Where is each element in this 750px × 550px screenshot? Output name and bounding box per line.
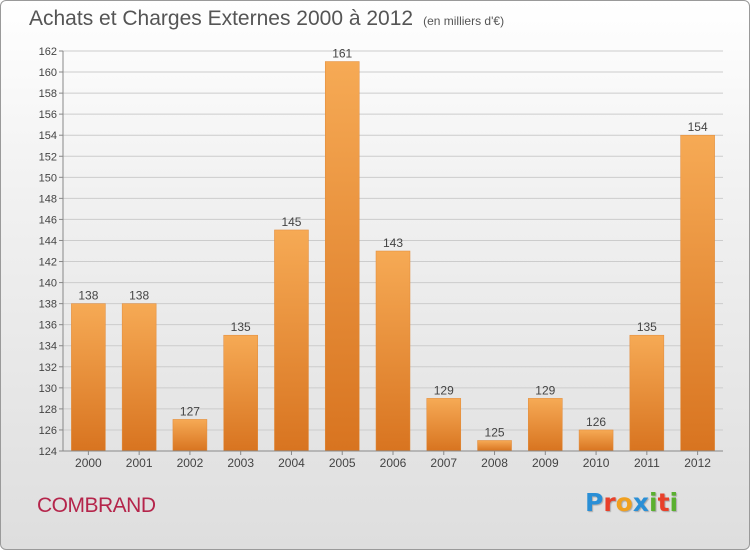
bar-2003 [223,334,258,452]
data-label-2000: 138 [78,289,98,303]
bar-2008 [477,440,512,452]
y-tick-label: 152 [39,151,57,163]
logo-letter: i [669,488,679,517]
unit-note: (en milliers d'€) [423,14,505,28]
data-label-2008: 125 [485,425,505,439]
x-tick-label-2002: 2002 [177,456,204,470]
chart-title: Achats et Charges Externes 2000 à 2012 (e… [29,7,504,31]
data-label-2010: 126 [586,415,606,429]
x-tick-label-2006: 2006 [380,456,407,470]
logo-letter: o [615,488,633,517]
x-tick-label-2008: 2008 [481,456,508,470]
data-label-2007: 129 [434,383,454,397]
bar-2001 [121,303,157,452]
y-tick-label: 130 [39,383,57,395]
y-tick-label: 134 [39,341,57,353]
y-tick-label: 148 [39,193,57,205]
data-label-2005: 161 [332,47,352,61]
y-tick-label: 158 [39,88,57,100]
y-tick-label: 140 [39,278,57,290]
x-tick-label-2007: 2007 [430,456,457,470]
logo-letter: i [649,488,658,517]
x-tick-label-2012: 2012 [684,456,711,470]
bar-2011 [629,334,665,452]
y-tick-label: 154 [39,130,57,142]
y-tick-label: 132 [39,362,57,374]
y-tick-label: 124 [39,446,57,458]
data-label-2002: 127 [180,404,200,418]
y-tick-label: 146 [39,214,57,226]
data-label-2003: 135 [231,320,251,334]
place-name: COMBRAND [37,494,156,517]
x-tick-label-2010: 2010 [583,456,610,470]
data-label-2004: 145 [281,215,301,229]
data-label-2001: 138 [129,289,149,303]
bar-2006 [375,250,411,452]
x-tick-label-2000: 2000 [75,456,102,470]
x-tick-label-2003: 2003 [227,456,254,470]
x-tick-label-2011: 2011 [634,456,660,470]
bar-2005 [324,61,360,452]
y-tick-label: 142 [39,257,57,269]
x-tick-label-2009: 2009 [532,456,559,470]
y-tick-label: 138 [39,299,57,311]
proxiti-logo: Proxiti [585,488,678,517]
data-label-2012: 154 [688,120,708,134]
logo-letter: r [603,488,616,517]
bar-2000 [71,303,106,452]
bar-2012 [680,134,715,452]
title-text: Achats et Charges Externes 2000 à 2012 [29,7,414,30]
data-label-2009: 129 [535,383,555,397]
bar-2009 [528,398,563,452]
y-tick-label: 150 [39,172,57,184]
logo-letter: x [632,488,649,517]
y-tick-label: 128 [39,404,57,416]
bar-2004 [274,229,309,452]
y-tick-label: 126 [39,425,57,437]
x-tick-label-2004: 2004 [278,456,305,470]
y-tick-label: 156 [39,109,57,121]
logo-letter: P [585,488,604,517]
bar-2002 [172,419,208,452]
x-tick-label-2005: 2005 [329,456,356,470]
data-label-2006: 143 [383,236,403,250]
bar-2007 [426,398,462,452]
y-tick-label: 160 [39,67,57,79]
bar-2010 [578,429,614,452]
x-tick-label-2001: 2001 [126,456,153,470]
y-tick-label: 144 [39,235,57,247]
y-tick-label: 136 [39,320,57,332]
logo-letter: t [657,488,670,517]
y-tick-label: 162 [39,46,57,58]
data-label-2011: 135 [637,320,657,334]
